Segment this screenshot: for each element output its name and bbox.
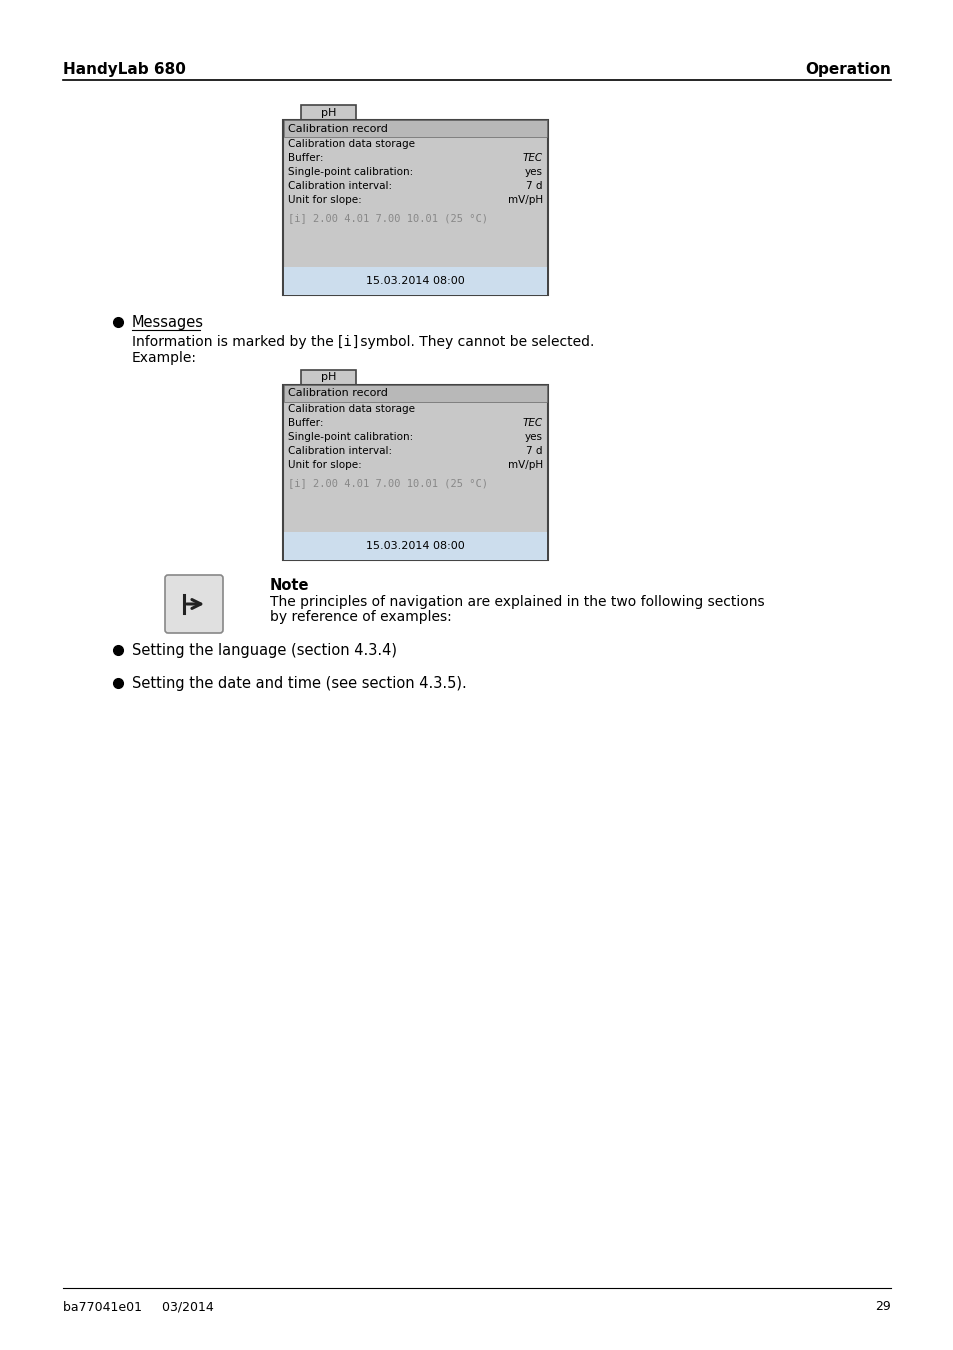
Text: Calibration record: Calibration record bbox=[288, 389, 388, 398]
Text: mV/pH: mV/pH bbox=[507, 460, 542, 470]
Bar bbox=[283, 120, 547, 296]
Text: Calibration data storage: Calibration data storage bbox=[288, 139, 415, 148]
Text: Calibration interval:: Calibration interval: bbox=[288, 181, 392, 190]
Text: Buffer:: Buffer: bbox=[288, 418, 323, 428]
Text: pH: pH bbox=[320, 108, 335, 117]
Bar bbox=[301, 105, 355, 120]
Text: symbol. They cannot be selected.: symbol. They cannot be selected. bbox=[355, 335, 594, 350]
Text: by reference of examples:: by reference of examples: bbox=[270, 610, 452, 624]
Text: Setting the date and time (see section 4.3.5).: Setting the date and time (see section 4… bbox=[132, 676, 466, 691]
Text: Messages: Messages bbox=[132, 315, 204, 329]
Text: [i]: [i] bbox=[335, 335, 361, 350]
Text: Single-point calibration:: Single-point calibration: bbox=[288, 432, 413, 441]
Text: TEC: TEC bbox=[522, 418, 542, 428]
Text: Setting the language (section 4.3.4): Setting the language (section 4.3.4) bbox=[132, 643, 396, 657]
Text: 15.03.2014 08:00: 15.03.2014 08:00 bbox=[366, 541, 464, 551]
Text: Buffer:: Buffer: bbox=[288, 153, 323, 163]
Text: Example:: Example: bbox=[132, 351, 196, 364]
Bar bbox=[284, 385, 546, 402]
Text: 29: 29 bbox=[874, 1300, 890, 1314]
Text: The principles of navigation are explained in the two following sections: The principles of navigation are explain… bbox=[270, 595, 763, 609]
Text: mV/pH: mV/pH bbox=[507, 194, 542, 205]
Bar bbox=[284, 267, 546, 296]
Text: [i] 2.00 4.01 7.00 10.01 (25 °C): [i] 2.00 4.01 7.00 10.01 (25 °C) bbox=[288, 478, 488, 487]
Bar bbox=[284, 120, 546, 136]
Text: ba77041e01     03/2014: ba77041e01 03/2014 bbox=[63, 1300, 213, 1314]
FancyBboxPatch shape bbox=[165, 575, 223, 633]
Bar bbox=[301, 370, 355, 385]
Text: 7 d: 7 d bbox=[526, 181, 542, 190]
Text: Unit for slope:: Unit for slope: bbox=[288, 460, 361, 470]
Text: [i] 2.00 4.01 7.00 10.01 (25 °C): [i] 2.00 4.01 7.00 10.01 (25 °C) bbox=[288, 213, 488, 223]
Text: Calibration interval:: Calibration interval: bbox=[288, 446, 392, 456]
Bar bbox=[283, 385, 547, 560]
Text: TEC: TEC bbox=[522, 153, 542, 163]
Text: Information is marked by the: Information is marked by the bbox=[132, 335, 337, 350]
Text: 15.03.2014 08:00: 15.03.2014 08:00 bbox=[366, 275, 464, 286]
Text: HandyLab 680: HandyLab 680 bbox=[63, 62, 186, 77]
Text: Operation: Operation bbox=[804, 62, 890, 77]
Text: yes: yes bbox=[524, 432, 542, 441]
Bar bbox=[284, 532, 546, 560]
Text: Calibration data storage: Calibration data storage bbox=[288, 404, 415, 414]
Text: Single-point calibration:: Single-point calibration: bbox=[288, 167, 413, 177]
Text: Unit for slope:: Unit for slope: bbox=[288, 194, 361, 205]
Text: Calibration record: Calibration record bbox=[288, 123, 388, 134]
Text: 7 d: 7 d bbox=[526, 446, 542, 456]
Text: Note: Note bbox=[270, 578, 309, 593]
Text: pH: pH bbox=[320, 373, 335, 382]
Text: yes: yes bbox=[524, 167, 542, 177]
